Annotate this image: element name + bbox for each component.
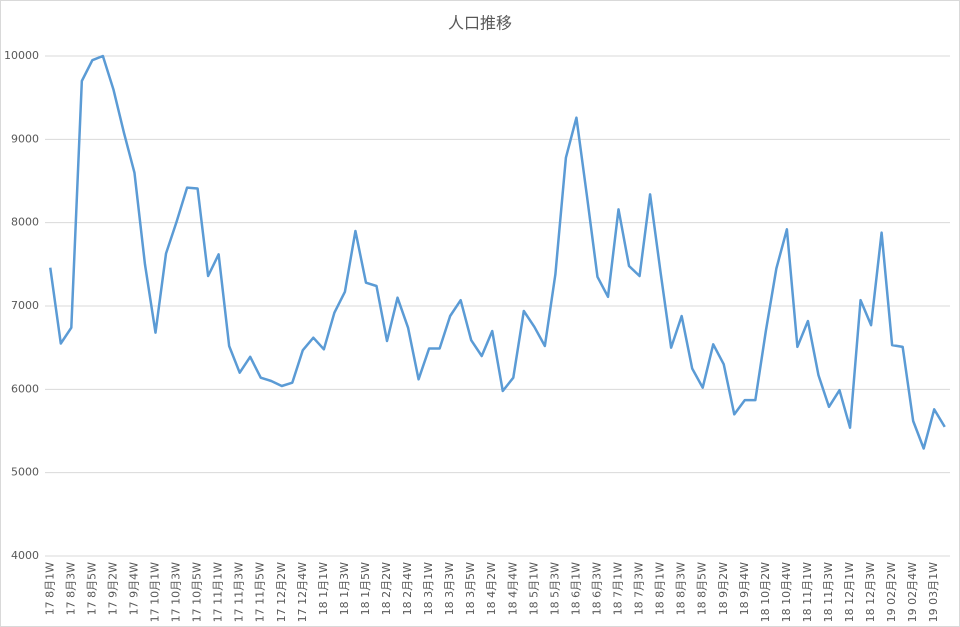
x-tick-label: 18 3月3W bbox=[443, 562, 456, 615]
x-tick-label: 19 03月1W bbox=[927, 562, 940, 622]
x-tick-label: 18 6月3W bbox=[590, 562, 603, 615]
x-tick-label: 17 10月1W bbox=[148, 562, 161, 622]
x-tick-label: 18 3月5W bbox=[464, 562, 477, 615]
x-tick-label: 18 2月2W bbox=[380, 562, 393, 615]
x-tick-label: 18 11月1W bbox=[801, 562, 814, 622]
y-tick-label: 4000 bbox=[11, 549, 39, 562]
x-tick-label: 18 4月2W bbox=[485, 562, 498, 615]
y-tick-label: 10000 bbox=[4, 49, 39, 62]
x-tick-label: 17 11月5W bbox=[254, 562, 267, 622]
x-tick-label: 17 10月3W bbox=[170, 562, 183, 622]
x-tick-label: 18 12月3W bbox=[864, 562, 877, 622]
x-tick-label: 19 02月2W bbox=[885, 562, 898, 622]
x-tick-label: 18 9月4W bbox=[738, 562, 751, 615]
x-tick-label: 17 9月2W bbox=[106, 562, 119, 615]
x-tick-label: 18 9月2W bbox=[717, 562, 730, 615]
x-tick-label: 18 8月1W bbox=[654, 562, 667, 615]
x-tick-label: 18 8月5W bbox=[696, 562, 709, 615]
x-tick-label: 18 1月5W bbox=[359, 562, 372, 615]
x-tick-label: 18 5月1W bbox=[527, 562, 540, 615]
line bbox=[49, 54, 946, 450]
x-tick-label: 18 10月4W bbox=[780, 562, 793, 622]
x-tick-label: 17 8月5W bbox=[85, 562, 98, 615]
x-tick-label: 17 8月1W bbox=[43, 562, 56, 615]
x-tick-label: 17 11月1W bbox=[212, 562, 225, 622]
x-tick-label: 18 12月1W bbox=[843, 562, 856, 622]
chart-title: 人口推移 bbox=[448, 14, 512, 33]
x-tick-label: 17 12月2W bbox=[275, 562, 288, 622]
x-tick-label: 17 11月3W bbox=[233, 562, 246, 622]
x-tick-label: 18 7月1W bbox=[612, 562, 625, 615]
x-tick-label: 18 4月4W bbox=[506, 562, 519, 615]
x-tick-label: 18 6月1W bbox=[569, 562, 582, 615]
x-tick-label: 18 2月4W bbox=[401, 562, 414, 615]
x-tick-label: 18 8月3W bbox=[675, 562, 688, 615]
y-tick-label: 6000 bbox=[11, 382, 39, 395]
x-tick-label: 18 1月1W bbox=[317, 562, 330, 615]
x-tick-label: 18 10月2W bbox=[759, 562, 772, 622]
x-tick-label: 17 8月3W bbox=[64, 562, 77, 615]
x-tick-label: 17 12月4W bbox=[296, 562, 309, 622]
x-tick-label: 17 9月4W bbox=[127, 562, 140, 615]
y-tick-label: 7000 bbox=[11, 299, 39, 312]
x-tick-label: 18 5月3W bbox=[548, 562, 561, 615]
y-tick-label: 9000 bbox=[11, 132, 39, 145]
x-tick-label: 19 02月4W bbox=[906, 562, 919, 622]
y-tick-label: 5000 bbox=[11, 466, 39, 479]
x-tick-label: 18 1月3W bbox=[338, 562, 351, 615]
x-tick-label: 18 3月1W bbox=[422, 562, 435, 615]
y-tick-label: 8000 bbox=[11, 216, 39, 229]
x-tick-label: 18 11月3W bbox=[822, 562, 835, 622]
x-tick-label: 17 10月5W bbox=[191, 562, 204, 622]
x-tick-label: 18 7月3W bbox=[633, 562, 646, 615]
